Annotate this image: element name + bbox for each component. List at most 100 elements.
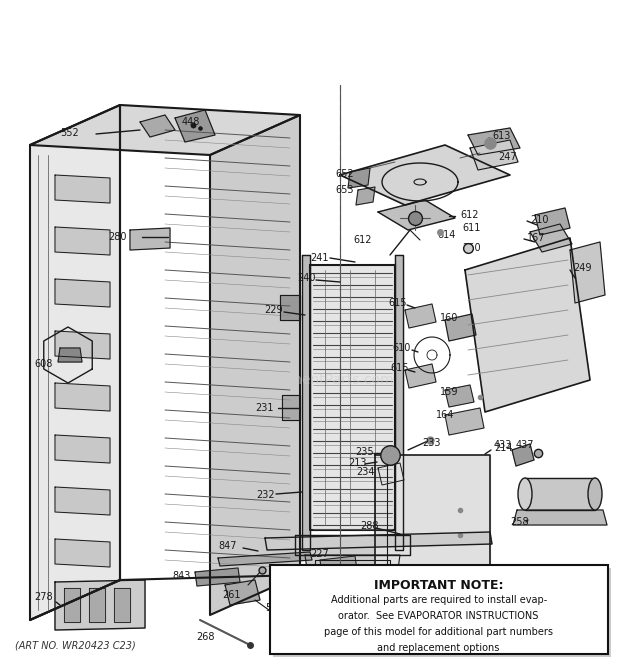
Polygon shape (114, 588, 130, 622)
Polygon shape (310, 265, 395, 530)
Polygon shape (320, 556, 357, 574)
Polygon shape (468, 128, 520, 155)
Polygon shape (400, 565, 475, 573)
Polygon shape (400, 595, 475, 603)
Polygon shape (315, 560, 390, 570)
Polygon shape (305, 555, 400, 590)
Text: 615: 615 (388, 298, 407, 308)
Polygon shape (89, 588, 105, 622)
Text: 615: 615 (390, 363, 409, 373)
Text: 258: 258 (510, 517, 529, 527)
Text: 652: 652 (272, 615, 291, 625)
Polygon shape (395, 255, 403, 550)
Text: 229: 229 (264, 305, 283, 315)
FancyBboxPatch shape (273, 568, 611, 658)
Polygon shape (400, 580, 475, 588)
Polygon shape (55, 175, 110, 203)
Polygon shape (356, 187, 375, 205)
Polygon shape (130, 228, 170, 250)
Polygon shape (378, 200, 455, 230)
Polygon shape (340, 145, 510, 205)
Polygon shape (348, 168, 370, 188)
Polygon shape (55, 539, 110, 567)
Text: 167: 167 (527, 233, 546, 243)
Polygon shape (513, 510, 607, 525)
Polygon shape (445, 408, 484, 435)
Text: 612: 612 (460, 210, 479, 220)
Text: 448: 448 (182, 117, 200, 127)
Polygon shape (535, 208, 570, 235)
Text: 231: 231 (255, 403, 273, 413)
Text: eReplacementParts.com: eReplacementParts.com (226, 373, 394, 387)
Polygon shape (295, 535, 410, 555)
Polygon shape (335, 612, 370, 625)
Text: 280: 280 (108, 232, 126, 242)
Polygon shape (55, 383, 110, 411)
Polygon shape (470, 140, 518, 170)
Polygon shape (405, 364, 436, 388)
Polygon shape (140, 115, 175, 137)
Text: 268: 268 (196, 632, 215, 642)
Polygon shape (55, 580, 145, 630)
Text: 249: 249 (573, 263, 591, 273)
Text: 652: 652 (335, 169, 353, 179)
Polygon shape (330, 595, 375, 610)
Text: 210: 210 (530, 215, 549, 225)
Polygon shape (302, 255, 310, 550)
Polygon shape (375, 455, 490, 640)
Text: 552: 552 (60, 128, 79, 138)
Polygon shape (405, 304, 436, 328)
Text: 164: 164 (436, 410, 454, 420)
Text: Additional parts are required to install evap-: Additional parts are required to install… (330, 595, 547, 605)
Polygon shape (308, 568, 350, 586)
Text: 288: 288 (360, 521, 378, 531)
Text: 160: 160 (440, 313, 458, 323)
Polygon shape (30, 105, 120, 620)
Polygon shape (195, 568, 240, 586)
Text: 241: 241 (310, 253, 329, 263)
Text: 159: 159 (440, 387, 459, 397)
Ellipse shape (588, 478, 602, 510)
Polygon shape (445, 385, 474, 407)
Text: 847: 847 (218, 541, 236, 551)
Polygon shape (175, 110, 215, 142)
Text: 843: 843 (172, 571, 190, 581)
Polygon shape (282, 395, 300, 420)
Text: (ART NO. WR20423 C23): (ART NO. WR20423 C23) (15, 641, 136, 651)
Text: 233: 233 (422, 438, 440, 448)
Text: 214: 214 (350, 633, 368, 643)
Text: 611: 611 (462, 223, 480, 233)
Text: 227: 227 (310, 549, 329, 559)
FancyBboxPatch shape (270, 565, 608, 654)
Text: 278: 278 (34, 592, 53, 602)
Polygon shape (400, 610, 475, 618)
Text: 608: 608 (34, 359, 52, 369)
Polygon shape (64, 588, 80, 622)
Polygon shape (30, 105, 300, 155)
Polygon shape (570, 242, 605, 303)
Text: 433: 433 (494, 440, 512, 450)
Text: 230: 230 (298, 567, 316, 577)
Polygon shape (465, 238, 590, 412)
Text: 552: 552 (265, 603, 284, 613)
Text: 614: 614 (437, 230, 455, 240)
Polygon shape (400, 625, 475, 633)
Polygon shape (210, 115, 300, 615)
Polygon shape (58, 348, 82, 362)
Polygon shape (55, 487, 110, 515)
Text: 213: 213 (348, 458, 366, 468)
Polygon shape (55, 279, 110, 307)
Polygon shape (218, 552, 312, 566)
Text: 612: 612 (353, 235, 371, 245)
Polygon shape (512, 444, 534, 466)
Polygon shape (400, 640, 475, 648)
Polygon shape (55, 227, 110, 255)
Polygon shape (55, 331, 110, 359)
Text: IMPORTANT NOTE:: IMPORTANT NOTE: (374, 579, 503, 592)
Text: 610: 610 (392, 343, 410, 353)
Text: 214: 214 (494, 443, 513, 453)
Polygon shape (445, 314, 476, 341)
Text: 250: 250 (462, 243, 480, 253)
Polygon shape (225, 580, 260, 605)
Ellipse shape (518, 478, 532, 510)
